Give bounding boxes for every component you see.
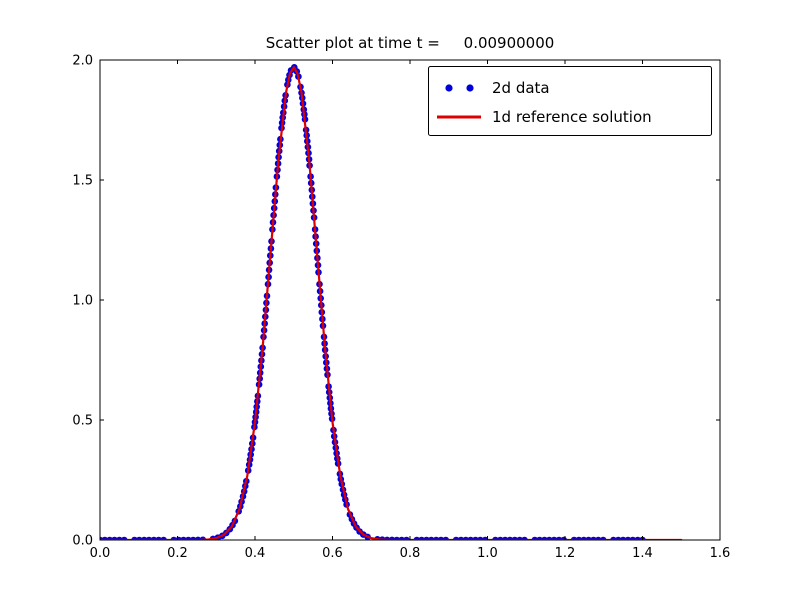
- x-tick-label: 1.2: [555, 546, 576, 561]
- legend-box: [428, 66, 712, 136]
- x-tick-label: 0.8: [400, 546, 421, 561]
- x-tick-label: 0.4: [245, 546, 266, 561]
- legend-label-1d-reference: 1d reference solution: [492, 108, 652, 126]
- x-tick-label: 0.6: [322, 546, 343, 561]
- legend: 2d data 1d reference solution: [428, 66, 712, 136]
- axes-ticks: 0.0 0.2 0.4 0.6 0.8 1.0 1.2 1.4 1.6 0.0 0.5 1.0 1.5 2…: [72, 54, 730, 562]
- x-tick-label: 0.0: [90, 546, 111, 561]
- legend-scatter-marker-icon: [466, 84, 474, 92]
- y-tick-label: 2.0: [72, 54, 93, 69]
- y-tick-label: 1.5: [72, 174, 93, 189]
- y-tick-label: 1.0: [72, 294, 93, 309]
- axes-background: [100, 60, 720, 540]
- x-tick-label: 1.6: [710, 546, 731, 561]
- chart-title: Scatter plot at time t = 0.00900000: [266, 34, 555, 52]
- x-tick-label: 1.0: [477, 546, 498, 561]
- legend-label-2d-data: 2d data: [492, 79, 550, 97]
- y-tick-label: 0.0: [72, 534, 93, 549]
- reference-line: [100, 66, 683, 540]
- legend-scatter-marker-icon: [445, 84, 453, 92]
- x-tick-label: 1.4: [632, 546, 653, 561]
- reference-line-series: [100, 66, 683, 540]
- y-tick-label: 0.5: [72, 414, 93, 429]
- x-tick-label: 0.2: [167, 546, 188, 561]
